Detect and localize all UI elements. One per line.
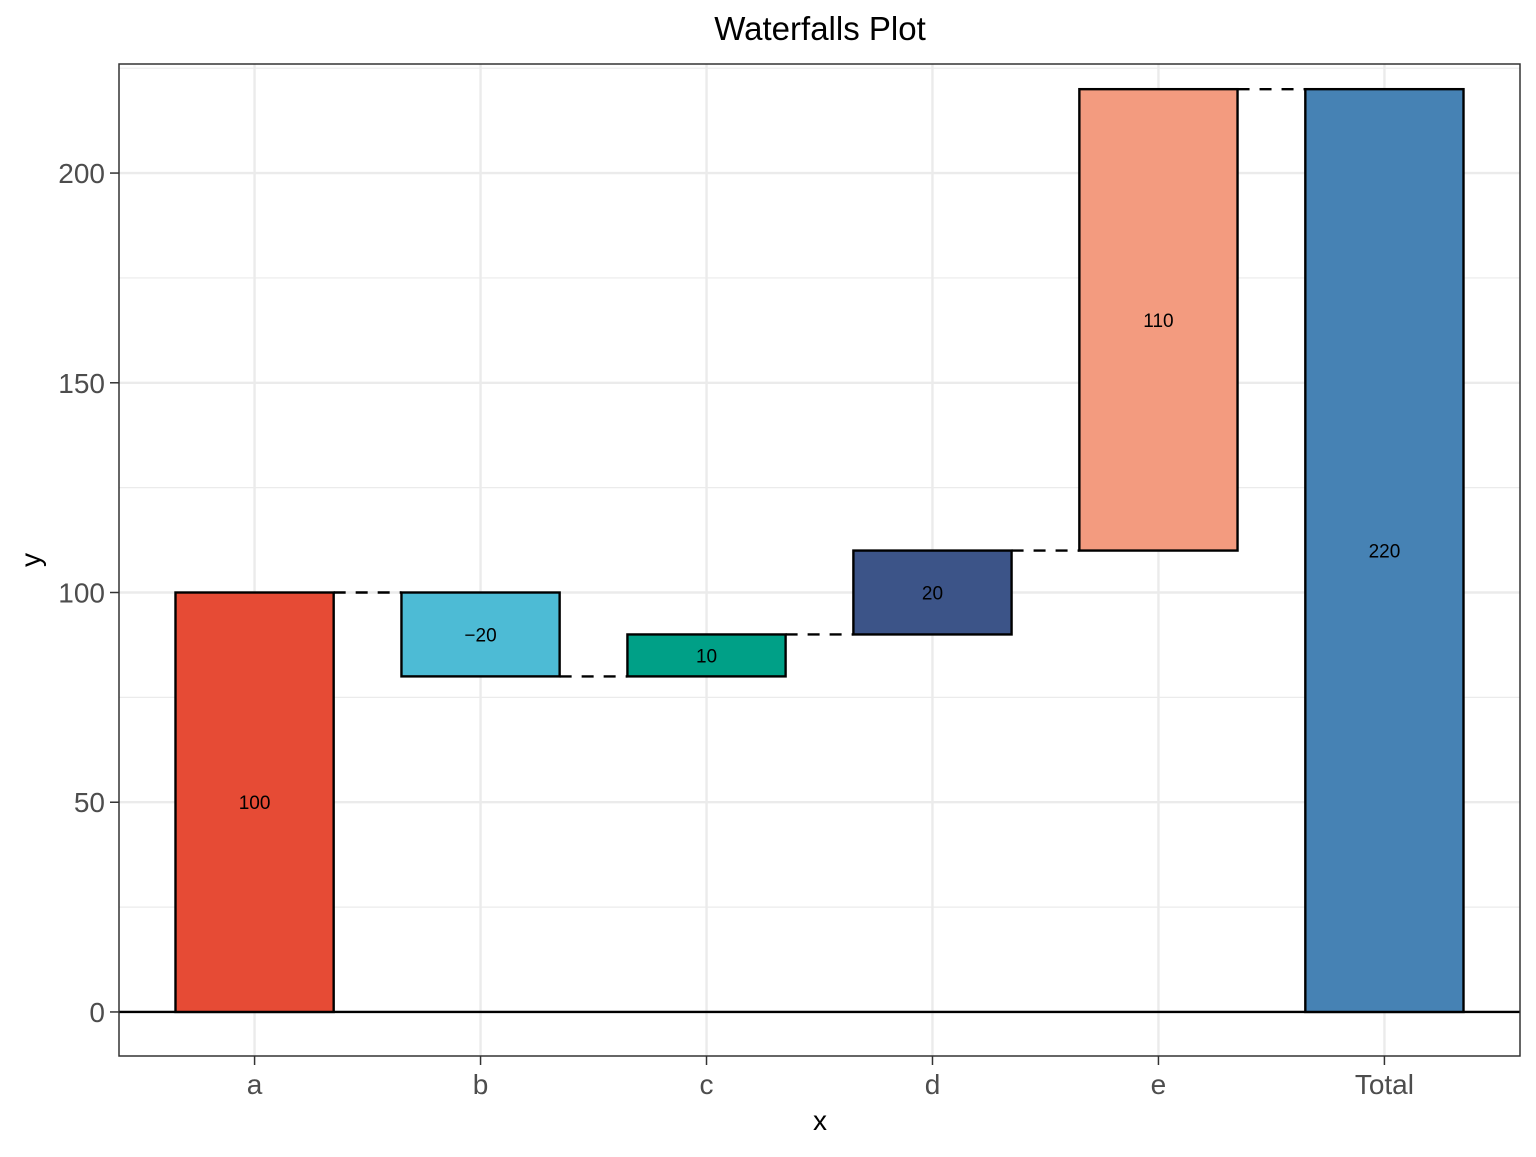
- x-tick-label: c: [700, 1069, 714, 1100]
- connector-lines: [333, 87, 1306, 678]
- x-tick-label: e: [1151, 1069, 1167, 1100]
- bar-label-e: 110: [1143, 311, 1173, 332]
- bar-label-total: 220: [1369, 542, 1401, 563]
- y-axis-label: y: [15, 553, 46, 567]
- bar-value-labels: 100 −20 10 20 110 220: [239, 311, 1401, 814]
- y-axis-ticks: 0 50 100 150 200: [58, 158, 119, 1028]
- y-tick-label: 200: [58, 158, 105, 189]
- y-tick-label: 0: [89, 997, 105, 1028]
- bar-total: [1304, 87, 1465, 1014]
- y-tick-label: 150: [58, 368, 105, 399]
- y-tick-label: 50: [74, 787, 105, 818]
- x-tick-label: b: [473, 1069, 489, 1100]
- bar-d: [852, 549, 1013, 636]
- bars: [174, 87, 1465, 1014]
- bar-label-c: 10: [696, 646, 717, 667]
- x-axis-label: x: [813, 1105, 827, 1136]
- x-axis-ticks: a b c d e Total: [247, 1056, 1414, 1100]
- bar-e: [1078, 87, 1239, 552]
- plot-panel-border: [118, 63, 1521, 1057]
- x-tick-label: Total: [1355, 1069, 1414, 1100]
- bar-label-d: 20: [922, 584, 943, 605]
- bar-a: [174, 591, 335, 1014]
- x-tick-label: a: [247, 1069, 263, 1100]
- bar-label-a: 100: [239, 793, 271, 814]
- x-tick-label: d: [925, 1069, 941, 1100]
- bar-label-b: −20: [464, 625, 496, 646]
- chart-title: Waterfalls Plot: [714, 10, 926, 47]
- bar-c: [626, 633, 787, 678]
- bar-b: [400, 591, 561, 678]
- y-tick-label: 100: [58, 578, 105, 609]
